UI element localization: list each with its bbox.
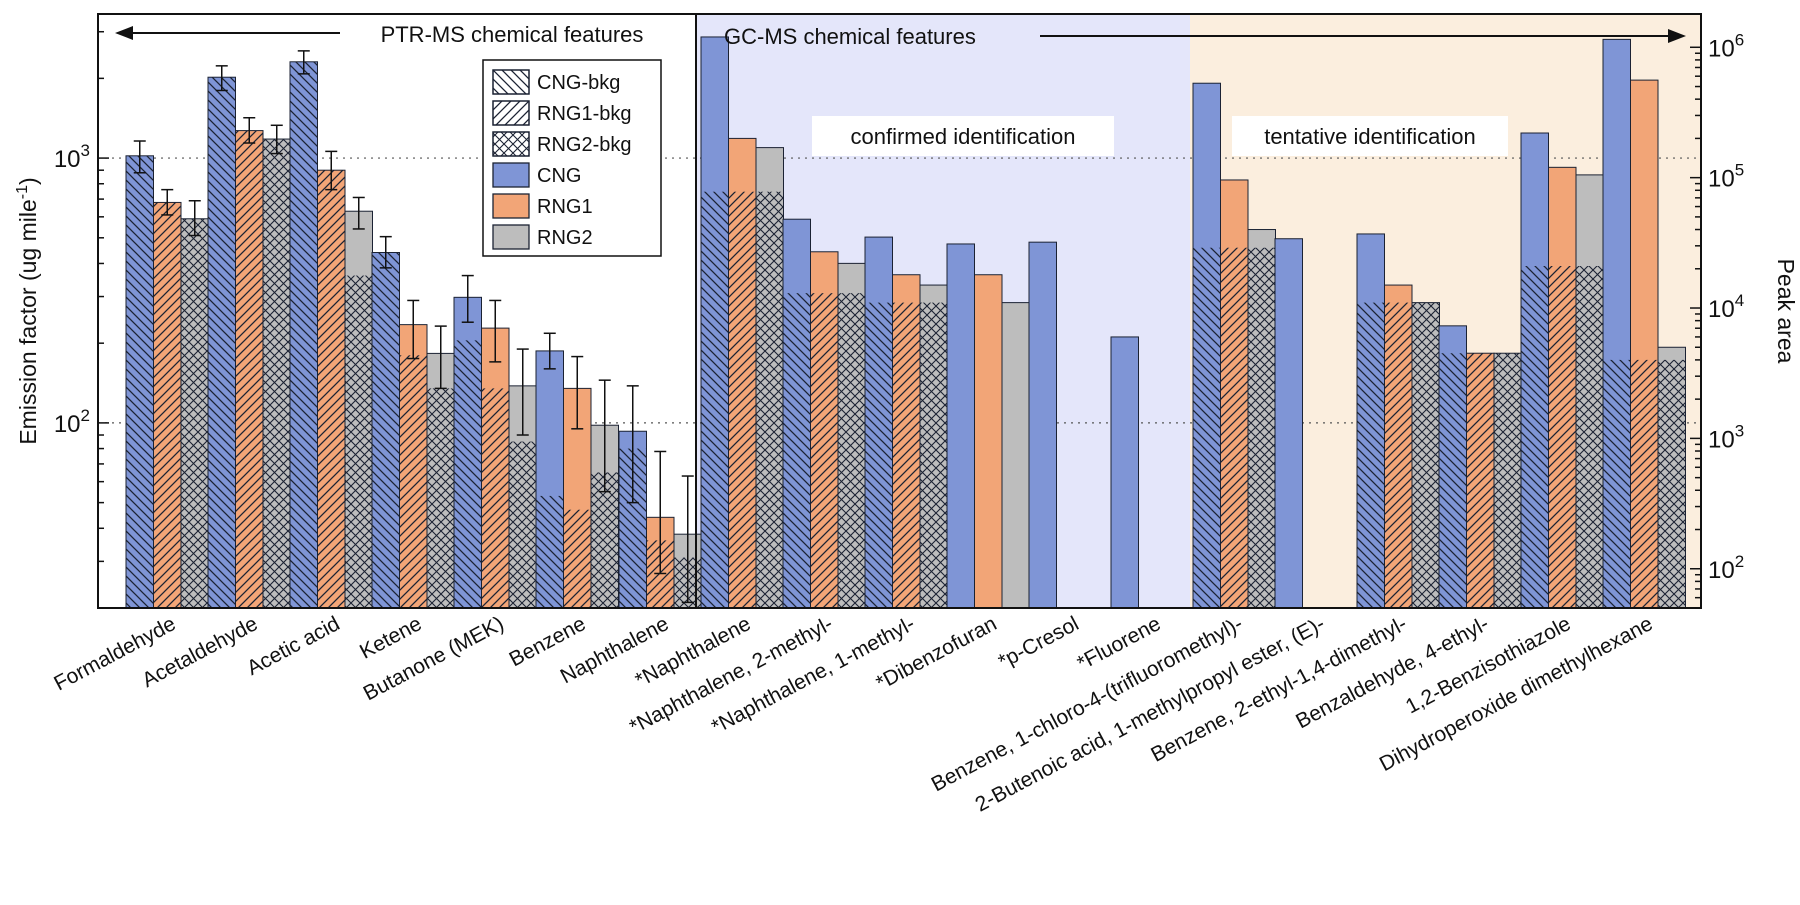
gc-bkg-cng <box>1521 266 1549 608</box>
ptr-bkg-rng1 <box>563 509 591 608</box>
left-tick-label: 103 <box>54 141 90 173</box>
legend-swatch <box>492 224 530 250</box>
ptr-bkg-rng2 <box>427 388 455 608</box>
gc-bkg-rng2 <box>838 293 866 608</box>
gc-bkg-rng2 <box>1248 247 1276 608</box>
legend-swatch <box>492 162 530 188</box>
ptr-bkg-rng1 <box>399 355 427 608</box>
ptr-bkg-rng1 <box>235 130 263 609</box>
category-label: Butanone (MEK) <box>360 612 508 705</box>
right-tick-label: 106 <box>1708 30 1744 62</box>
gc-bkg-cng <box>1357 302 1385 608</box>
gc-bar-cng <box>1028 241 1057 609</box>
gc-bkg-rng2 <box>1576 266 1604 608</box>
legend: CNG-bkg RNG1-bkg RNG2-bkg CNG RNG1 RNG2 <box>482 59 662 257</box>
right-axis: 102 103 104 105 106 <box>1690 30 1744 609</box>
gc-bkg-rng1 <box>1466 353 1494 608</box>
gc-bkg-cng <box>865 302 893 608</box>
ptr-bkg-cng <box>290 61 318 608</box>
gc-bkg-rng2 <box>1412 302 1440 608</box>
category-label: Acetic acid <box>243 612 343 680</box>
left-tick-label: 102 <box>54 406 90 438</box>
right-tick-label: 103 <box>1708 421 1744 453</box>
legend-swatch-pattern <box>492 69 530 95</box>
legend-label: CNG <box>537 165 581 187</box>
ptr-bkg-rng1 <box>481 388 509 608</box>
gc-bar-cng <box>1110 336 1139 609</box>
gc-bkg-rng2 <box>756 191 784 609</box>
ptr-label-box <box>342 16 682 50</box>
legend-label: RNG1-bkg <box>537 103 631 125</box>
gc-bar-cng <box>1274 238 1303 609</box>
ptr-bkg-rng2 <box>181 218 209 608</box>
gc-bkg-cng <box>1193 247 1221 608</box>
legend-swatch-pattern <box>492 100 530 126</box>
legend-label: CNG-bkg <box>537 72 620 94</box>
tentative-label-box <box>1232 116 1508 156</box>
gc-bkg-cng <box>1603 359 1631 608</box>
right-tick-label: 104 <box>1708 291 1744 323</box>
ptr-bkg-cng <box>536 495 564 608</box>
ptr-bkg-cng <box>454 340 482 608</box>
legend-label: RNG2-bkg <box>537 134 631 156</box>
confirmed-label-box <box>812 116 1114 156</box>
right-axis-title: Peak area <box>1773 259 1799 364</box>
ptr-bkg-rng2 <box>509 441 537 608</box>
gc-bkg-rng1 <box>1384 302 1412 608</box>
ptr-label: PTR-MS chemical features <box>381 22 644 47</box>
ptr-bkg-cng <box>208 77 236 609</box>
tentative-label: tentative identification <box>1264 124 1476 149</box>
gc-bar-cng <box>946 243 975 609</box>
gc-bkg-cng <box>1439 353 1467 608</box>
ptr-arrow <box>115 26 340 40</box>
plot-frame <box>97 13 1702 609</box>
ptr-bkg-rng2 <box>345 275 373 608</box>
gc-bkg-cng <box>783 293 811 608</box>
ptr-bkg-rng1 <box>153 202 181 608</box>
gc-bkg-rng2 <box>1494 353 1522 608</box>
ptr-bkg-cng <box>372 252 400 608</box>
gc-bkg-rng1 <box>892 302 920 608</box>
legend-swatch <box>492 193 530 219</box>
gc-bar-rng1 <box>974 274 1003 609</box>
gc-bkg-rng1 <box>728 191 756 609</box>
confirmed-label: confirmed identification <box>850 124 1075 149</box>
gc-bkg-rng1 <box>1548 266 1576 608</box>
ptr-bkg-rng2 <box>591 472 619 608</box>
category-label: *p-Cresol <box>995 612 1083 673</box>
error-bars <box>133 50 694 604</box>
right-tick-label: 105 <box>1708 161 1744 193</box>
gc-bkg-cng <box>701 191 729 609</box>
gc-arrow <box>1040 29 1686 43</box>
ptr-bkg-rng2 <box>263 139 291 609</box>
right-tick-label: 102 <box>1708 552 1744 584</box>
gc-bkg-rng1 <box>810 293 838 608</box>
bars <box>125 36 1686 609</box>
gc-bar-rng2 <box>1001 302 1030 609</box>
left-axis-title: Emission factor (ug mile-1) <box>14 177 41 444</box>
ptr-bkg-cng <box>126 155 154 608</box>
gc-label: GC-MS chemical features <box>724 24 976 49</box>
legend-label: RNG2 <box>537 227 593 249</box>
left-axis: 102 103 <box>54 30 109 609</box>
legend-label: RNG1 <box>537 196 593 218</box>
gc-bkg-rng1 <box>1630 359 1658 608</box>
gc-bkg-rng2 <box>920 302 948 608</box>
gc-bkg-rng1 <box>1220 247 1248 608</box>
legend-swatch-pattern <box>492 131 530 157</box>
gc-bkg-rng2 <box>1658 359 1686 608</box>
ptr-bkg-rng1 <box>317 170 345 608</box>
